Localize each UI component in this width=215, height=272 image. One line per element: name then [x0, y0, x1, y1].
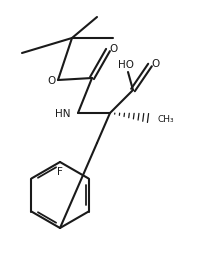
- Text: HO: HO: [118, 60, 134, 70]
- Text: O: O: [110, 44, 118, 54]
- Text: O: O: [48, 76, 56, 86]
- Text: O: O: [152, 59, 160, 69]
- Text: F: F: [57, 167, 63, 177]
- Text: CH₃: CH₃: [157, 115, 174, 123]
- Text: HN: HN: [54, 109, 70, 119]
